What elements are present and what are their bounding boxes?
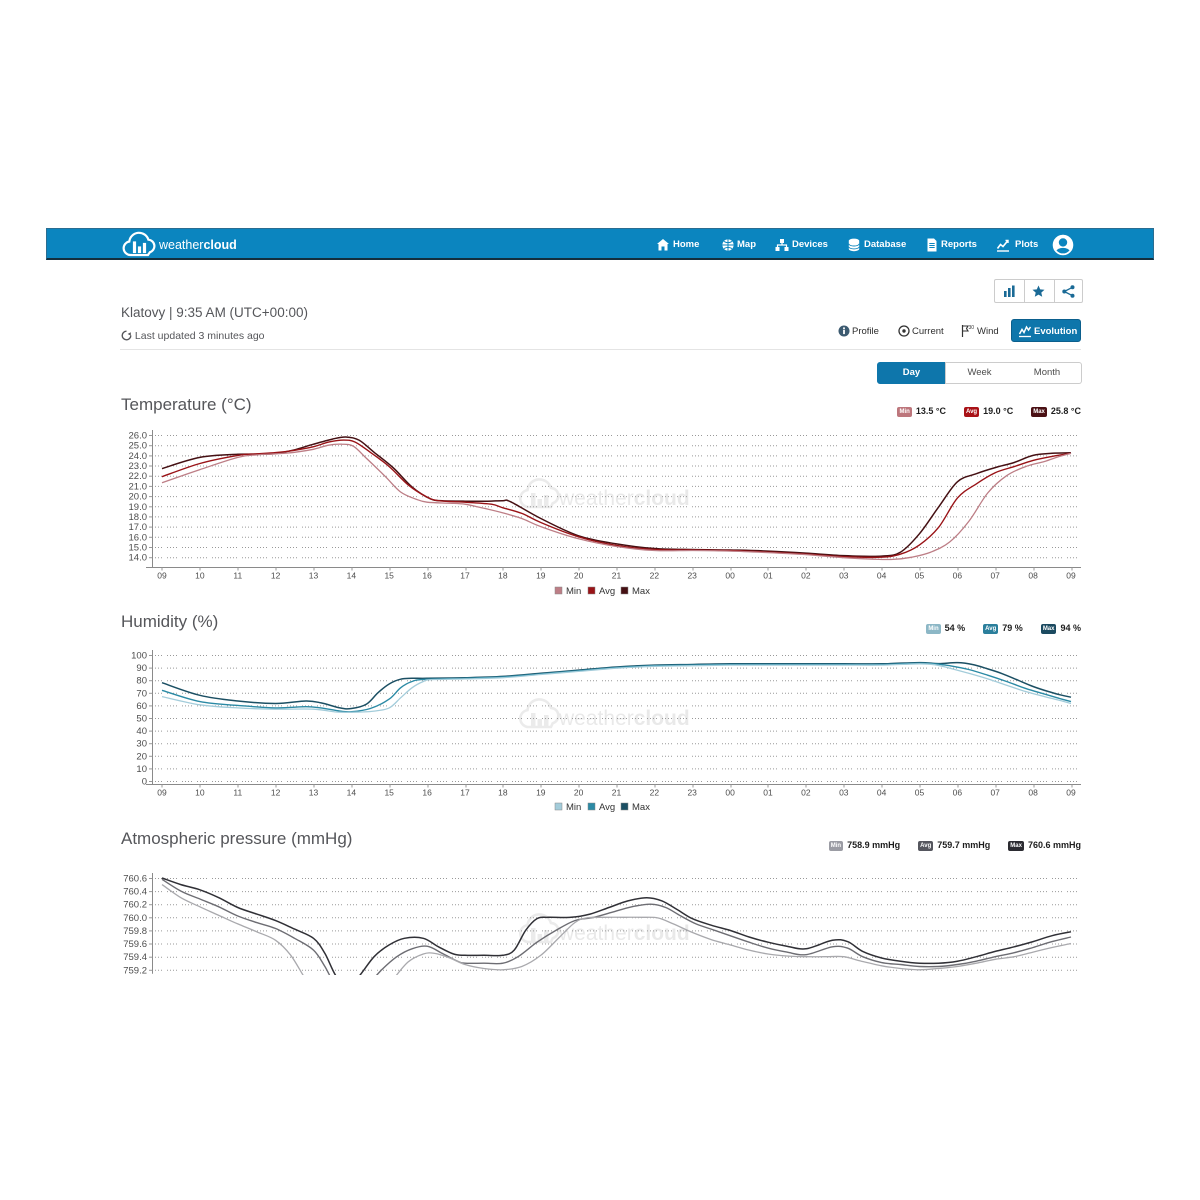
svg-text:22: 22 xyxy=(650,571,660,581)
svg-text:70: 70 xyxy=(136,688,147,699)
svg-text:19: 19 xyxy=(536,788,546,798)
svg-text:760.6: 760.6 xyxy=(123,874,147,885)
svg-text:weathercloud: weathercloud xyxy=(558,487,690,510)
svg-text:14: 14 xyxy=(347,788,357,798)
svg-text:07: 07 xyxy=(990,571,1000,581)
svg-text:09: 09 xyxy=(1066,788,1076,798)
svg-text:14: 14 xyxy=(347,571,357,581)
svg-text:23: 23 xyxy=(687,788,697,798)
svg-text:15: 15 xyxy=(384,788,394,798)
svg-text:18.0: 18.0 xyxy=(129,512,148,523)
svg-text:16: 16 xyxy=(422,788,432,798)
svg-text:04: 04 xyxy=(877,788,887,798)
svg-text:11: 11 xyxy=(233,788,242,798)
svg-text:30: 30 xyxy=(136,739,147,750)
svg-text:19.0: 19.0 xyxy=(129,502,148,513)
svg-text:12: 12 xyxy=(271,788,281,798)
svg-text:09: 09 xyxy=(157,788,167,798)
svg-text:18: 18 xyxy=(498,571,508,581)
svg-text:23.0: 23.0 xyxy=(129,461,148,472)
svg-text:Max: Max xyxy=(632,802,650,813)
svg-text:01: 01 xyxy=(763,788,773,798)
svg-text:01: 01 xyxy=(763,571,773,581)
svg-text:25.0: 25.0 xyxy=(129,441,148,452)
svg-text:12: 12 xyxy=(271,571,281,581)
svg-text:759.2: 759.2 xyxy=(123,965,147,975)
svg-text:10: 10 xyxy=(136,764,147,775)
svg-text:22: 22 xyxy=(650,788,660,798)
svg-text:20.0: 20.0 xyxy=(129,492,148,503)
svg-text:100: 100 xyxy=(131,651,147,662)
svg-text:759.8: 759.8 xyxy=(123,926,147,937)
svg-text:09: 09 xyxy=(1066,571,1076,581)
svg-text:10: 10 xyxy=(195,788,205,798)
svg-text:80: 80 xyxy=(136,676,147,687)
svg-text:13: 13 xyxy=(309,788,319,798)
svg-text:20: 20 xyxy=(574,788,584,798)
svg-text:760.0: 760.0 xyxy=(123,913,147,924)
svg-text:08: 08 xyxy=(1028,571,1038,581)
svg-text:760.4: 760.4 xyxy=(123,887,147,898)
svg-text:50: 50 xyxy=(136,714,147,725)
svg-text:17.0: 17.0 xyxy=(129,522,148,533)
svg-text:15.0: 15.0 xyxy=(129,543,148,554)
svg-text:23: 23 xyxy=(687,571,697,581)
svg-text:11: 11 xyxy=(233,571,242,581)
svg-text:22.0: 22.0 xyxy=(129,471,148,482)
svg-text:18: 18 xyxy=(498,788,508,798)
svg-text:24.0: 24.0 xyxy=(129,451,148,462)
svg-text:759.4: 759.4 xyxy=(123,952,147,963)
svg-text:05: 05 xyxy=(915,788,925,798)
svg-text:08: 08 xyxy=(1028,788,1038,798)
svg-text:Avg: Avg xyxy=(599,586,615,597)
svg-text:40: 40 xyxy=(136,726,147,737)
svg-text:Min: Min xyxy=(566,586,581,597)
svg-text:02: 02 xyxy=(801,788,811,798)
svg-text:Max: Max xyxy=(632,586,650,597)
svg-text:19: 19 xyxy=(536,571,546,581)
svg-text:Min: Min xyxy=(566,802,581,813)
svg-text:0: 0 xyxy=(142,777,147,788)
svg-text:06: 06 xyxy=(953,571,963,581)
svg-text:03: 03 xyxy=(839,571,849,581)
svg-text:760.2: 760.2 xyxy=(123,900,147,911)
svg-text:09: 09 xyxy=(157,571,167,581)
svg-text:17: 17 xyxy=(460,571,470,581)
svg-text:14.0: 14.0 xyxy=(129,553,148,564)
svg-text:759.6: 759.6 xyxy=(123,939,147,950)
svg-text:21: 21 xyxy=(612,571,622,581)
svg-text:00: 00 xyxy=(725,571,735,581)
svg-text:10: 10 xyxy=(195,571,205,581)
svg-text:05: 05 xyxy=(915,571,925,581)
svg-text:21: 21 xyxy=(612,788,622,798)
svg-text:16: 16 xyxy=(422,571,432,581)
svg-text:26.0: 26.0 xyxy=(129,431,148,442)
svg-text:20: 20 xyxy=(574,571,584,581)
svg-text:04: 04 xyxy=(877,571,887,581)
svg-text:00: 00 xyxy=(725,788,735,798)
svg-text:06: 06 xyxy=(953,788,963,798)
svg-text:16.0: 16.0 xyxy=(129,532,148,543)
svg-text:15: 15 xyxy=(384,571,394,581)
svg-text:Avg: Avg xyxy=(599,802,615,813)
svg-text:weathercloud: weathercloud xyxy=(558,922,690,945)
svg-text:20: 20 xyxy=(136,751,147,762)
svg-text:60: 60 xyxy=(136,701,147,712)
svg-text:30: 30 xyxy=(969,325,975,331)
svg-text:03: 03 xyxy=(839,788,849,798)
svg-text:02: 02 xyxy=(801,571,811,581)
svg-text:90: 90 xyxy=(136,663,147,674)
svg-text:13: 13 xyxy=(309,571,319,581)
svg-text:07: 07 xyxy=(990,788,1000,798)
svg-text:17: 17 xyxy=(460,788,470,798)
svg-text:21.0: 21.0 xyxy=(129,481,148,492)
